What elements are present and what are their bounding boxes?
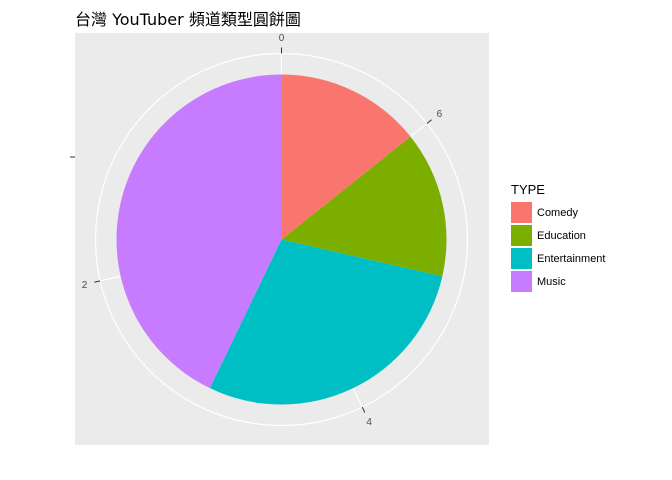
tick-label-2: 2 bbox=[82, 280, 88, 291]
tick-mark-2 bbox=[94, 280, 101, 283]
legend-swatch bbox=[511, 271, 532, 292]
legend-swatch bbox=[511, 225, 532, 246]
legend-item-music: Music bbox=[511, 270, 605, 293]
legend-items: Comedy Education Entertainment Music bbox=[511, 201, 605, 293]
grid-line-2 bbox=[100, 275, 121, 282]
legend-swatch bbox=[511, 202, 532, 223]
tick-label-4: 4 bbox=[366, 417, 372, 428]
legend-item-entertainment: Entertainment bbox=[511, 247, 605, 270]
legend-label: Education bbox=[537, 229, 586, 242]
pie-slice-music bbox=[116, 74, 282, 389]
legend-item-education: Education bbox=[511, 224, 605, 247]
legend-label: Music bbox=[537, 275, 566, 288]
tick-label-0: 0 bbox=[279, 33, 285, 44]
legend-swatch bbox=[511, 248, 532, 269]
tick-label-6: 6 bbox=[437, 109, 443, 120]
legend: TYPE Comedy Education Entertainment Music bbox=[511, 182, 605, 293]
grid-line-4 bbox=[352, 387, 363, 408]
pie-slice-entertainment bbox=[209, 239, 443, 405]
legend-title: TYPE bbox=[511, 182, 545, 197]
tick-mark-6 bbox=[426, 119, 432, 124]
pie-slice-comedy bbox=[281, 74, 411, 240]
legend-item-comedy: Comedy bbox=[511, 201, 605, 224]
chart-title: 台灣 YouTuber 頻道類型圓餅圖 bbox=[75, 10, 301, 29]
theta-ticks: 0 2 4 6 bbox=[82, 33, 443, 428]
tick-mark-4 bbox=[361, 406, 366, 413]
legend-label: Comedy bbox=[537, 206, 578, 219]
legend-label: Entertainment bbox=[537, 252, 606, 265]
pie-slice-education bbox=[281, 136, 447, 277]
pie-slices bbox=[116, 74, 447, 405]
grid-line-6 bbox=[410, 123, 428, 138]
